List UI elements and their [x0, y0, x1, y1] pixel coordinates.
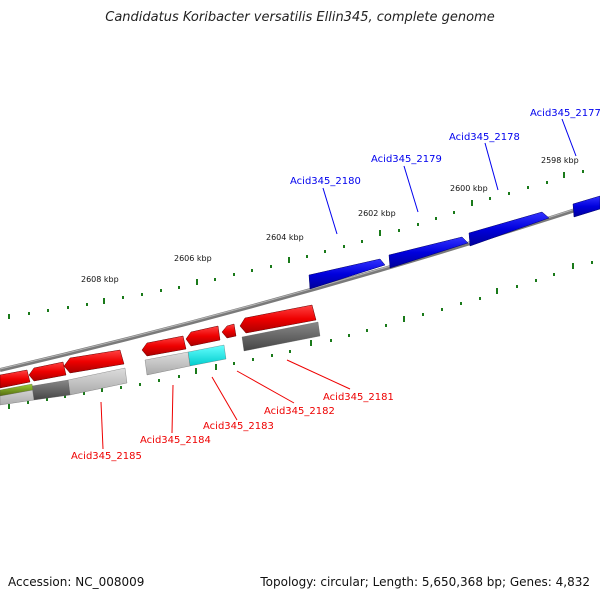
- gene-label-acid345-2185[interactable]: Acid345_2185: [71, 451, 142, 462]
- feature-bar: [0, 383, 34, 397]
- accession-text: Accession: NC_008009: [8, 575, 145, 589]
- genome-title: Candidatus Koribacter versatilis Ellin34…: [105, 10, 495, 25]
- scale-label: 2600 kbp: [450, 184, 488, 193]
- gene-label-acid345-2180[interactable]: Acid345_2180: [290, 176, 361, 187]
- gene-label-acid345-2184[interactable]: Acid345_2184: [140, 435, 211, 446]
- scale-label: 2598 kbp: [541, 156, 579, 165]
- gene-acid345-2180[interactable]: [308, 258, 386, 290]
- scale-ticks-upper: [8, 170, 584, 319]
- gene-acid345-2183[interactable]: [185, 325, 221, 347]
- scale-label: 2606 kbp: [174, 254, 212, 263]
- feature-bar: [187, 344, 227, 367]
- gene-partial-a[interactable]: [28, 361, 67, 382]
- scale-label: 2608 kbp: [81, 275, 119, 284]
- gene-label-acid345-2177[interactable]: Acid345_2177: [530, 108, 600, 119]
- reverse-genes: [0, 304, 317, 389]
- feature-bar: [144, 351, 191, 376]
- gene-acid345-2177[interactable]: [572, 195, 600, 218]
- gene-label-acid345-2179[interactable]: Acid345_2179: [371, 154, 442, 165]
- scale-label: 2604 kbp: [266, 233, 304, 242]
- gene-acid345-2181[interactable]: [239, 304, 317, 334]
- forward-genes: [308, 195, 600, 290]
- gene-acid345-2182[interactable]: [221, 323, 237, 339]
- gene-label-acid345-2178[interactable]: Acid345_2178: [449, 132, 520, 143]
- scale-label: 2602 kbp: [358, 209, 396, 218]
- feature-bar: [241, 321, 321, 352]
- gene-partial-b[interactable]: [0, 369, 31, 389]
- gene-label-acid345-2181[interactable]: Acid345_2181: [323, 392, 394, 403]
- gene-acid345-2185[interactable]: [63, 349, 125, 374]
- feature-tracks: [0, 321, 321, 406]
- gene-label-acid345-2182[interactable]: Acid345_2182: [264, 406, 335, 417]
- gene-label-acid345-2183[interactable]: Acid345_2183: [203, 421, 274, 432]
- genome-summary-text: Topology: circular; Length: 5,650,368 bp…: [260, 575, 590, 589]
- gene-acid345-2178[interactable]: [468, 211, 550, 247]
- gene-acid345-2184[interactable]: [141, 335, 187, 357]
- gene-acid345-2179[interactable]: [388, 236, 469, 269]
- scale-ticks-lower: [8, 261, 593, 409]
